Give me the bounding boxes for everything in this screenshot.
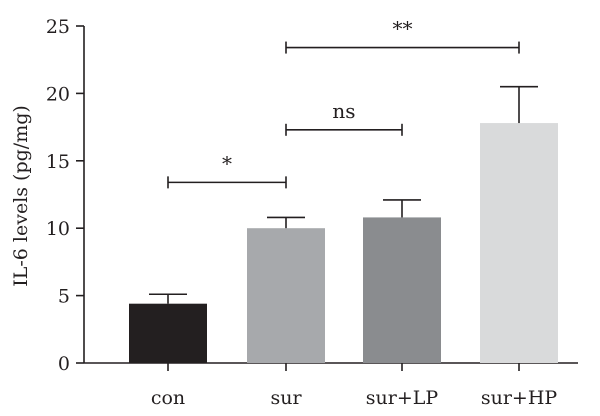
x-tick-label: sur <box>270 387 302 409</box>
significance-label: ** <box>393 17 413 41</box>
significance-label: * <box>222 151 232 175</box>
y-tick-label: 25 <box>46 16 70 38</box>
y-axis-title: IL-6 levels (pg/mg) <box>10 105 32 287</box>
y-tick-label: 0 <box>58 353 70 375</box>
chart-error-bars <box>149 85 538 304</box>
bar <box>363 217 441 363</box>
chart-axes: 0 5 10 15 20 25 con sur sur+LP sur+HP <box>46 16 578 409</box>
significance-brackets: * ns ** <box>167 17 520 189</box>
x-tick-label: con <box>151 387 185 409</box>
significance-label: ns <box>332 99 355 123</box>
bar <box>247 228 325 363</box>
bar <box>129 303 207 363</box>
x-tick-label: sur+LP <box>366 387 439 409</box>
y-tick-label: 5 <box>58 286 70 308</box>
y-tick-label: 10 <box>46 218 70 240</box>
bar <box>480 123 558 363</box>
x-tick-label: sur+HP <box>481 387 558 409</box>
y-tick-label: 20 <box>46 83 70 105</box>
chart-bars <box>129 123 558 363</box>
y-tick-label: 15 <box>46 151 70 173</box>
